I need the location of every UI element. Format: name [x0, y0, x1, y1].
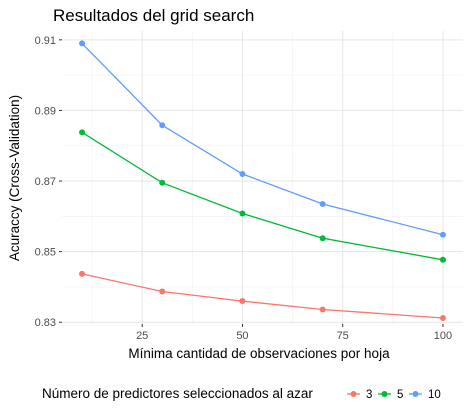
- data-point-5: [319, 235, 326, 242]
- data-point-5: [439, 256, 446, 263]
- y-axis-title: Acuraccy (Cross-Validation): [7, 95, 22, 261]
- legend-title: Número de predictores seleccionados al a…: [42, 386, 313, 401]
- data-point-5: [239, 210, 246, 217]
- data-point-10: [159, 122, 166, 129]
- series-line-3: [81, 273, 443, 319]
- x-tick-label: 50: [236, 330, 248, 342]
- axes: 25 50 75 100 0.83 0.85 0.87 0.89 0.91: [35, 35, 453, 342]
- y-tick-label: 0.91: [35, 35, 56, 47]
- data-point-3: [319, 306, 326, 313]
- data-point-10: [319, 200, 326, 207]
- data-point-3: [79, 270, 86, 277]
- data-point-3: [439, 314, 446, 321]
- series-line-5: [81, 131, 444, 261]
- data-point-10: [239, 170, 246, 177]
- data-point-5: [159, 179, 166, 186]
- grid: [62, 31, 463, 324]
- y-tick-label: 0.87: [35, 176, 56, 188]
- legend-key-point-5: [381, 391, 388, 397]
- legend-key-point-10: [412, 391, 419, 397]
- x-tick-label: 75: [337, 330, 349, 342]
- y-tick-label: 0.85: [35, 247, 56, 259]
- data-point-10: [79, 40, 86, 47]
- chart-title: Resultados del grid search: [53, 6, 254, 25]
- data-point-5: [79, 129, 86, 136]
- legend-label-10: 10: [428, 389, 441, 401]
- x-tick-label: 100: [434, 330, 452, 342]
- legend-label-3: 3: [366, 389, 372, 401]
- data-point-3: [239, 298, 246, 305]
- data-point-3: [159, 288, 166, 295]
- data-point-10: [439, 231, 446, 238]
- x-tick-label: 25: [136, 330, 148, 342]
- legend-label-5: 5: [397, 389, 403, 401]
- y-tick-label: 0.89: [35, 105, 56, 117]
- y-tick-label: 0.83: [35, 317, 56, 329]
- legend: Número de predictores seleccionados al a…: [42, 386, 441, 401]
- series-layer: [79, 40, 446, 321]
- series-line-10: [81, 42, 444, 236]
- legend-key-point-3: [350, 391, 357, 397]
- x-axis-title: Mínima cantidad de observaciones por hoj…: [128, 346, 390, 361]
